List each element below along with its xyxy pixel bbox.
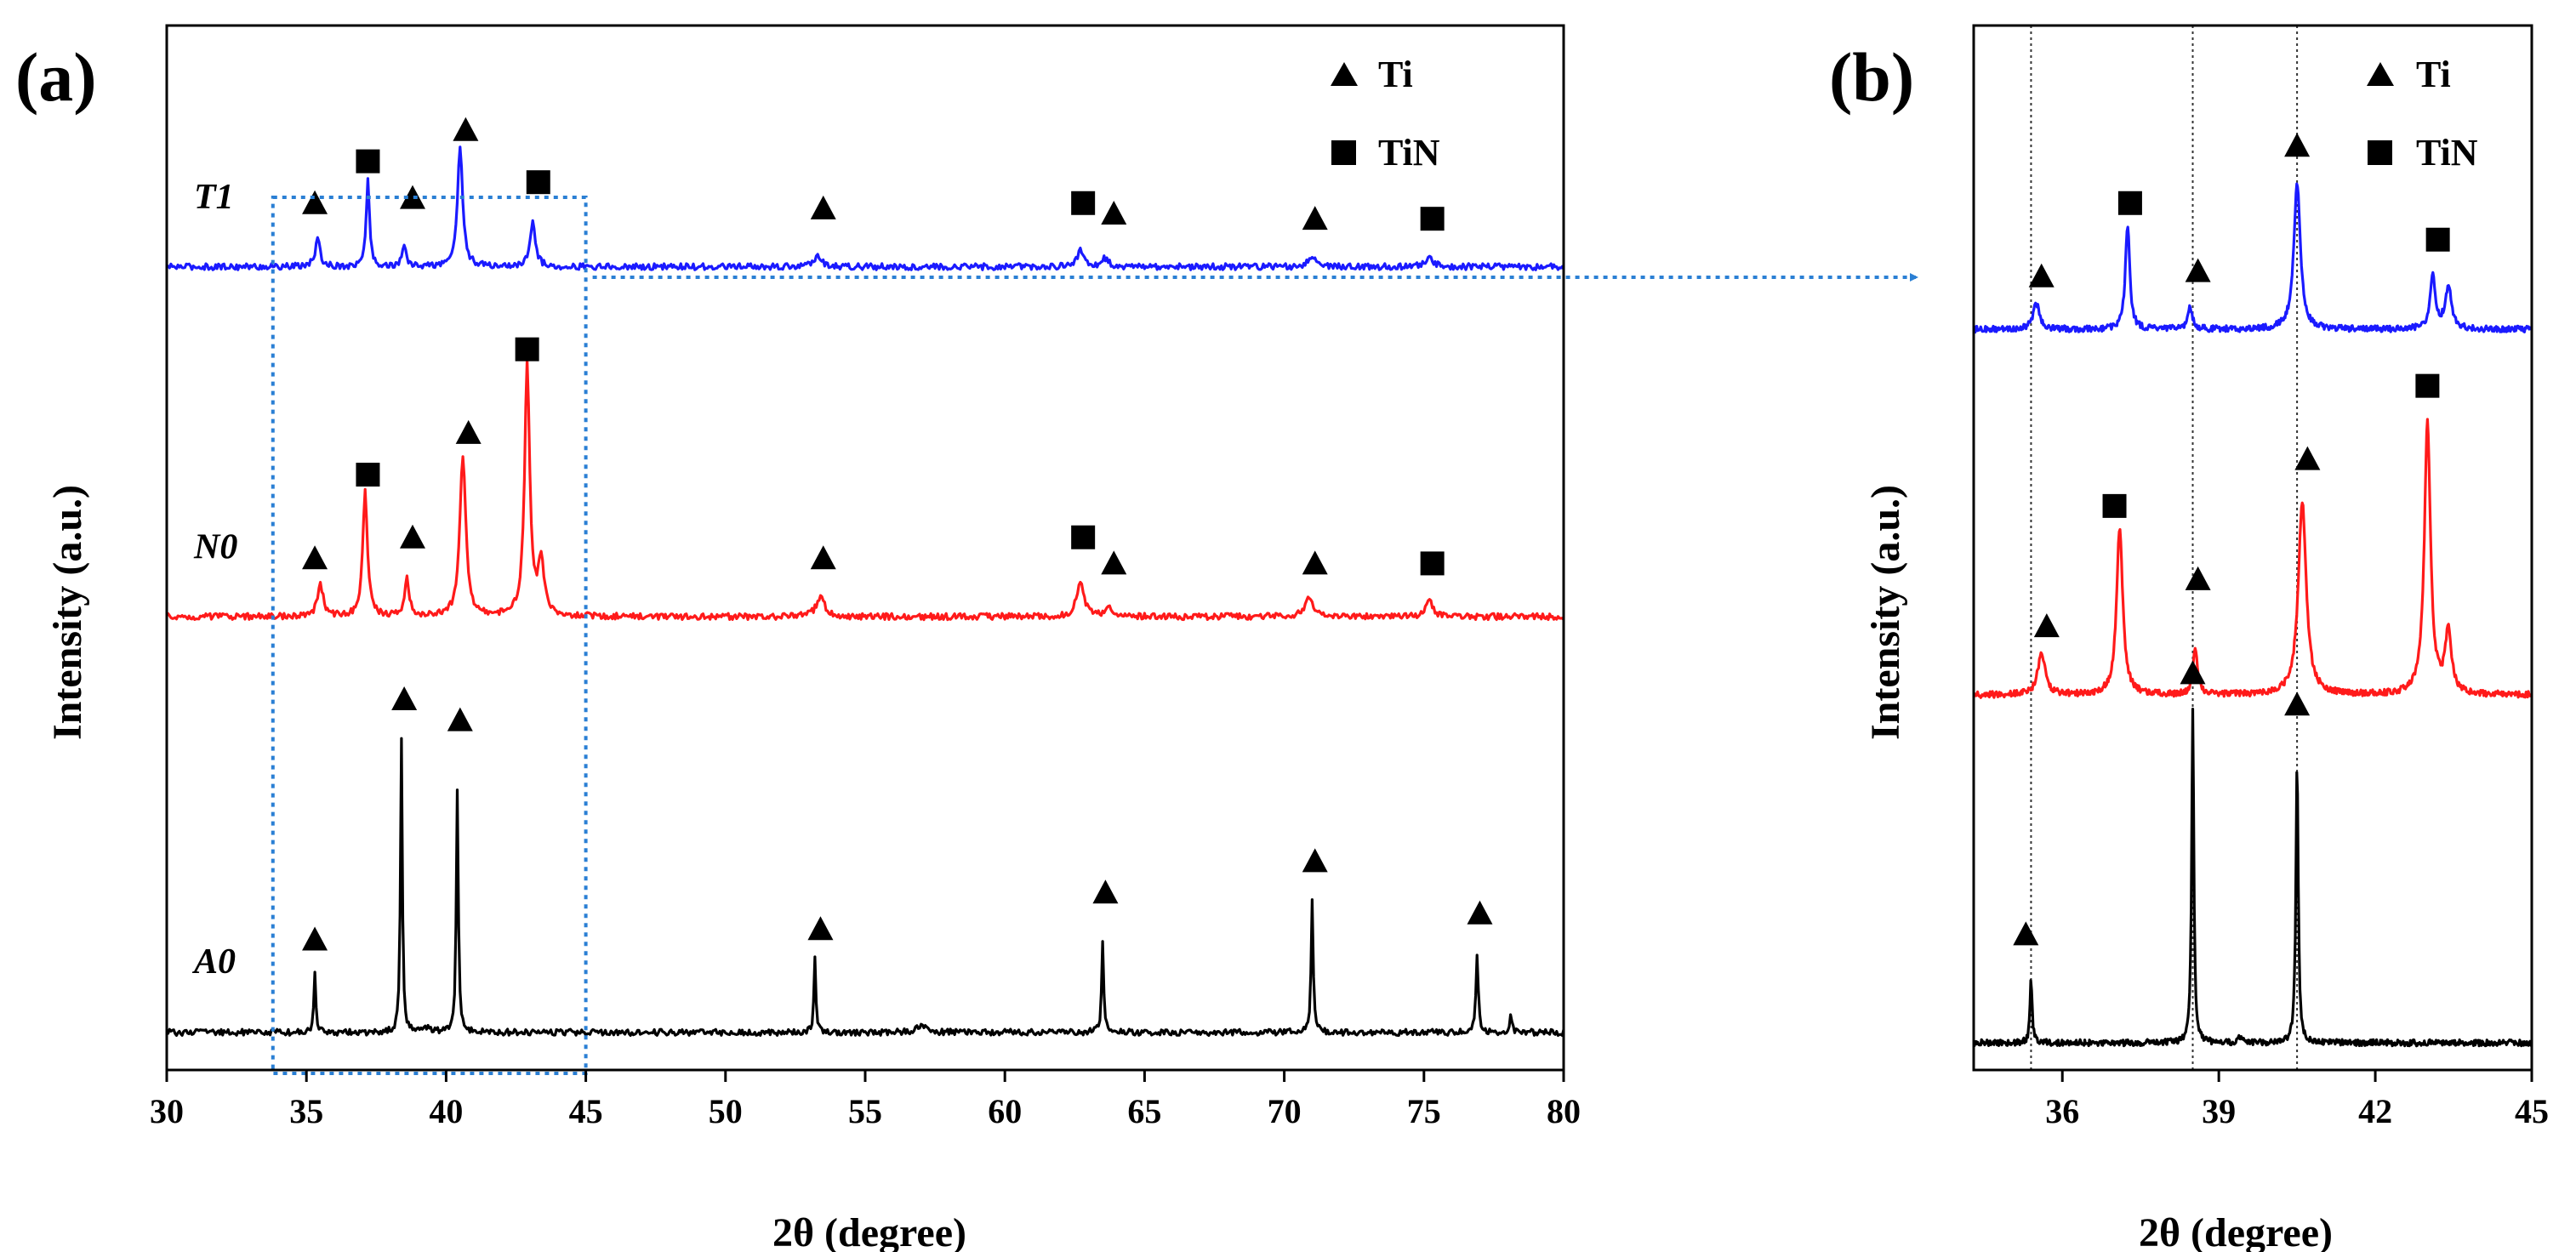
ti-peak-triangle-marker xyxy=(2284,691,2311,716)
panel-b: (b) Intensity (a.u.) 2θ (degree) 36 39 42 4… xyxy=(1829,24,2549,1252)
tin-peak-square-marker xyxy=(2102,493,2127,518)
curve-label-a0: A0 xyxy=(191,942,236,982)
ti-peak-triangle-marker xyxy=(2033,613,2060,638)
panel-a-y-axis-label: Intensity (a.u.) xyxy=(45,485,90,740)
panel-a-label: (a) xyxy=(15,38,97,116)
ti-peak-triangle-marker xyxy=(1302,550,1328,575)
legend-b-ti-label: Ti xyxy=(2416,54,2451,95)
ti-peak-triangle-marker xyxy=(302,190,328,214)
ti-peak-triangle-marker xyxy=(1092,879,1119,904)
x-tick-label: 36 xyxy=(2045,1092,2079,1130)
ti-peak-triangle-marker xyxy=(2284,133,2311,157)
panel-b-plot-frame xyxy=(1972,24,2533,1072)
panel-b-reference-lines xyxy=(2030,26,2299,1070)
panel-b-y-axis-label: Intensity (a.u.) xyxy=(1863,485,1908,740)
tin-peak-square-marker xyxy=(2117,191,2142,215)
ti-peak-triangle-marker xyxy=(810,195,836,219)
ti-peak-triangle-marker xyxy=(1302,848,1328,873)
x-tick-label: 80 xyxy=(1547,1092,1581,1130)
ti-peak-triangle-marker xyxy=(1101,201,1127,225)
x-tick-label: 30 xyxy=(150,1092,184,1130)
tin-peak-square-marker xyxy=(2425,227,2450,252)
x-tick-label: 55 xyxy=(848,1092,882,1130)
x-tick-label: 50 xyxy=(709,1092,743,1130)
ti-peak-triangle-marker xyxy=(2180,660,2206,685)
ti-peak-triangle-marker xyxy=(302,545,328,570)
panel-b-x-axis-label: 2θ (degree) xyxy=(2139,1210,2333,1252)
panel-a-curve-labels: T1 N0 A0 xyxy=(191,178,237,982)
ti-peak-triangle-marker xyxy=(391,686,418,711)
ti-peak-triangle-marker xyxy=(1467,900,1493,925)
x-tick-label: 35 xyxy=(289,1092,323,1130)
legend-ti-label: Ti xyxy=(1378,54,1413,95)
ti-peak-triangle-marker xyxy=(810,545,836,570)
tin-peak-square-marker xyxy=(1420,207,1445,231)
panel-b-label: (b) xyxy=(1829,38,1914,116)
tin-peak-square-marker xyxy=(2415,373,2440,398)
legend-tin-square-icon xyxy=(1331,140,1356,165)
legend-b-ti-triangle-icon xyxy=(2367,62,2394,86)
series-line-t1 xyxy=(1972,182,2533,334)
ti-peak-triangle-marker xyxy=(453,117,479,141)
x-tick-label: 39 xyxy=(2202,1092,2236,1130)
series-line-a0 xyxy=(1973,707,2533,1048)
panel-a-series-group xyxy=(165,145,1565,1038)
ti-peak-triangle-marker xyxy=(2185,566,2211,590)
ti-peak-triangle-marker xyxy=(399,185,425,209)
x-tick-label: 45 xyxy=(2515,1092,2549,1130)
panel-a: (a) Intensity (a.u.) 2θ (degree) T1N0A0 … xyxy=(15,24,1918,1252)
ti-peak-triangle-marker xyxy=(447,707,473,731)
panel-b-x-ticks: 36 39 42 45 xyxy=(2045,1070,2549,1130)
ti-peak-triangle-marker xyxy=(399,524,425,549)
ti-peak-triangle-marker xyxy=(807,916,834,941)
x-tick-label: 45 xyxy=(569,1092,603,1130)
zoom-region-box xyxy=(271,196,588,1075)
x-tick-label: 40 xyxy=(429,1092,463,1130)
panel-a-legend: Ti TiN xyxy=(1331,54,1440,174)
series-line-a0 xyxy=(165,737,1565,1038)
panel-b-peak-markers xyxy=(2013,133,2450,946)
ti-peak-triangle-marker xyxy=(302,926,328,951)
curve-label-t1: T1 xyxy=(194,178,234,217)
tin-peak-square-marker xyxy=(526,170,550,195)
panel-a-peak-markers xyxy=(302,117,1493,951)
tin-peak-square-marker xyxy=(1420,551,1445,576)
series-line-n0 xyxy=(1972,418,2533,699)
tin-peak-square-marker xyxy=(515,337,539,361)
legend-ti-triangle-icon xyxy=(1331,62,1358,86)
tin-peak-square-marker xyxy=(356,463,380,487)
tin-peak-square-marker xyxy=(356,149,380,174)
series-line-n0 xyxy=(165,358,1565,622)
legend-tin-label: TiN xyxy=(1378,132,1440,174)
ti-peak-triangle-marker xyxy=(1302,206,1328,230)
tin-peak-square-marker xyxy=(1071,191,1096,215)
x-tick-label: 65 xyxy=(1127,1092,1161,1130)
panel-a-x-ticks: 30 35 40 45 50 55 60 65 70 75 80 xyxy=(150,1070,1581,1130)
panel-b-series-group xyxy=(1972,182,2533,1048)
ti-peak-triangle-marker xyxy=(2294,446,2321,470)
tin-peak-square-marker xyxy=(1071,525,1096,549)
curve-label-n0: N0 xyxy=(193,527,237,566)
ti-peak-triangle-marker xyxy=(455,419,482,444)
ti-peak-triangle-marker xyxy=(2013,921,2039,946)
panel-a-zoom-box xyxy=(271,196,1918,1075)
x-tick-label: 75 xyxy=(1407,1092,1441,1130)
x-tick-label: 42 xyxy=(2358,1092,2392,1130)
x-tick-label: 60 xyxy=(988,1092,1022,1130)
ti-peak-triangle-marker xyxy=(2185,258,2211,282)
panel-a-x-axis-label: 2θ (degree) xyxy=(772,1210,966,1252)
legend-b-tin-square-icon xyxy=(2368,140,2392,165)
legend-b-tin-label: TiN xyxy=(2416,132,2478,174)
panel-b-legend: Ti TiN xyxy=(2367,54,2478,174)
panel-a-plot-frame xyxy=(165,24,1565,1072)
x-tick-label: 70 xyxy=(1268,1092,1302,1130)
ti-peak-triangle-marker xyxy=(1101,550,1127,575)
ti-peak-triangle-marker xyxy=(2028,263,2055,287)
series-line-t1 xyxy=(166,145,1565,271)
